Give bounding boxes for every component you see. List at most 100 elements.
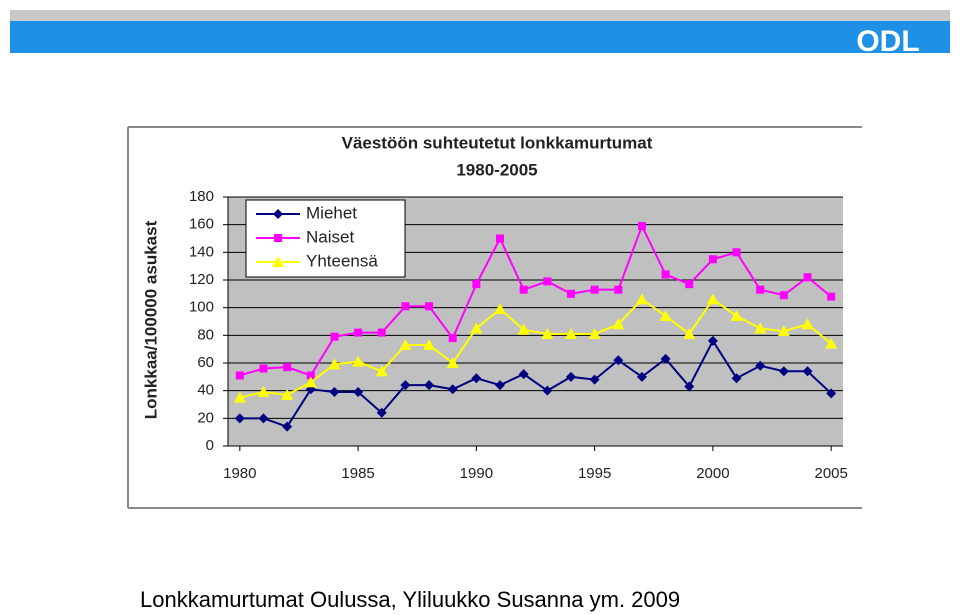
logo: ODL	[856, 25, 919, 58]
y-tick-label: 40	[197, 382, 214, 399]
marker	[448, 334, 457, 343]
marker	[754, 322, 767, 334]
marker	[517, 323, 530, 335]
x-tick-label: 2005	[814, 465, 847, 482]
y-tick-label: 100	[189, 299, 214, 316]
marker	[826, 388, 837, 399]
x-tick-label: 1980	[223, 465, 256, 482]
y-tick-label: 120	[189, 271, 214, 288]
marker	[259, 364, 268, 373]
y-axis-label: Lonkkaa/100000 asukast	[141, 220, 160, 419]
marker	[564, 327, 577, 339]
marker	[377, 328, 386, 337]
series-line	[239, 297, 832, 399]
marker	[588, 327, 601, 339]
marker	[660, 353, 671, 364]
marker	[755, 360, 766, 371]
x-tick-label: 1995	[578, 465, 611, 482]
marker	[589, 374, 600, 385]
marker	[635, 293, 648, 305]
marker	[519, 285, 528, 294]
marker	[827, 292, 836, 301]
marker	[353, 387, 364, 398]
marker	[779, 291, 788, 300]
marker	[470, 322, 483, 334]
marker	[707, 335, 718, 346]
y-tick-label: 0	[206, 437, 214, 454]
x-tick-label: 2000	[696, 465, 729, 482]
marker	[330, 332, 339, 341]
marker	[281, 388, 294, 400]
marker	[354, 328, 363, 337]
marker	[447, 384, 458, 395]
marker	[282, 421, 293, 432]
marker	[328, 358, 341, 370]
chart-subtitle: 1980-2005	[456, 160, 537, 179]
top-band	[10, 10, 950, 21]
marker	[732, 248, 741, 257]
legend: Miehet Naiset Yhteensä	[245, 199, 406, 278]
marker	[283, 363, 292, 372]
marker	[565, 371, 576, 382]
marker	[637, 222, 646, 231]
marker	[352, 355, 365, 367]
marker	[731, 373, 742, 384]
marker	[756, 285, 765, 294]
marker	[543, 277, 552, 286]
y-tick-label: 140	[189, 243, 214, 260]
marker	[425, 302, 434, 311]
marker	[612, 318, 625, 330]
marker	[684, 381, 695, 392]
legend-marker	[274, 234, 282, 242]
marker	[472, 280, 481, 289]
marker	[636, 371, 647, 382]
marker	[375, 365, 388, 377]
marker	[496, 234, 505, 243]
marker	[329, 387, 340, 398]
caption: Lonkkamurtumat Oulussa, Yliluukko Susann…	[140, 587, 680, 612]
marker	[685, 280, 694, 289]
marker	[494, 303, 507, 315]
marker	[661, 270, 670, 279]
y-tick-label: 80	[197, 326, 214, 343]
y-tick-label: 160	[189, 216, 214, 233]
marker	[706, 293, 719, 305]
chart-title: Väestöön suhteutetut lonkkamurtumat	[342, 133, 653, 152]
marker	[400, 380, 411, 391]
marker	[825, 337, 838, 349]
marker	[541, 327, 554, 339]
marker	[234, 413, 245, 424]
marker	[257, 386, 270, 398]
legend-label: Naiset	[306, 227, 354, 246]
marker	[306, 371, 315, 380]
marker	[471, 373, 482, 384]
marker	[446, 357, 459, 368]
marker	[730, 309, 743, 321]
marker	[424, 380, 435, 391]
marker	[614, 285, 623, 294]
y-tick-label: 180	[189, 188, 214, 205]
marker	[423, 339, 436, 351]
marker	[258, 413, 269, 424]
y-tick-label: 20	[197, 409, 214, 426]
legend-label: Yhteensä	[306, 251, 378, 270]
header-bar	[10, 21, 950, 53]
marker	[542, 385, 553, 396]
marker	[304, 376, 317, 388]
legend-marker	[273, 209, 283, 219]
marker	[399, 339, 412, 351]
y-tick-label: 60	[197, 354, 214, 371]
marker	[235, 371, 244, 380]
marker	[518, 369, 529, 380]
marker	[803, 273, 812, 282]
marker	[495, 380, 506, 391]
marker	[613, 355, 624, 366]
legend-label: Miehet	[306, 203, 357, 222]
legend-marker	[272, 256, 284, 267]
marker	[778, 366, 789, 377]
marker	[802, 366, 813, 377]
plot: 0 20 40 60 80 100 120 140 160 180 1980 1985 1990 1995…	[189, 188, 848, 482]
marker	[233, 391, 246, 403]
